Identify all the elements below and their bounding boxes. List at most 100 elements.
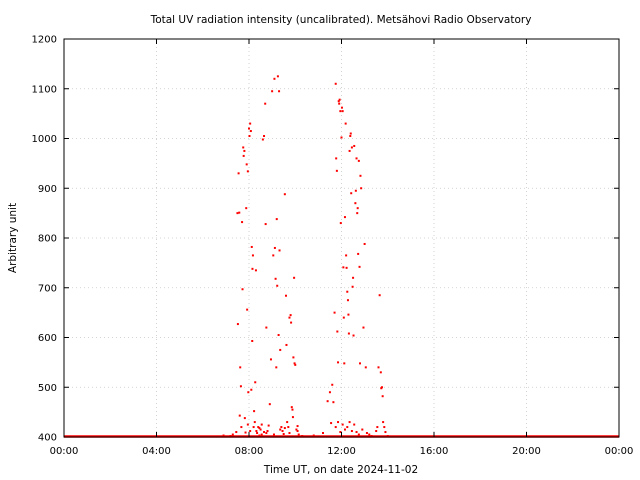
data-point bbox=[235, 431, 238, 434]
data-point bbox=[259, 428, 262, 431]
data-point bbox=[281, 430, 284, 433]
data-point bbox=[336, 330, 339, 333]
grid bbox=[64, 39, 619, 437]
data-point bbox=[380, 386, 383, 389]
data-point bbox=[378, 294, 381, 297]
data-point bbox=[361, 428, 364, 431]
data-point bbox=[293, 276, 296, 279]
x-axis-label: Time UT, on date 2024-11-02 bbox=[263, 464, 418, 476]
data-point bbox=[249, 130, 252, 133]
data-point bbox=[381, 395, 384, 398]
data-point bbox=[343, 216, 346, 219]
data-point bbox=[377, 366, 380, 369]
data-point bbox=[353, 144, 356, 147]
data-point bbox=[277, 334, 280, 337]
data-point bbox=[291, 416, 294, 419]
data-point bbox=[359, 174, 362, 177]
data-point bbox=[237, 172, 240, 175]
data-point bbox=[326, 400, 329, 403]
data-point bbox=[243, 149, 246, 152]
data-point bbox=[346, 299, 349, 302]
data-point bbox=[253, 410, 256, 413]
data-point bbox=[263, 431, 266, 434]
data-point bbox=[254, 269, 257, 272]
data-point bbox=[282, 433, 285, 436]
data-point bbox=[337, 421, 340, 424]
data-point bbox=[222, 434, 225, 437]
data-point bbox=[231, 433, 234, 436]
x-tick-label: 16:00 bbox=[420, 446, 449, 457]
data-point bbox=[242, 146, 245, 149]
data-point bbox=[345, 266, 348, 269]
data-point bbox=[360, 187, 363, 190]
data-point bbox=[241, 221, 244, 224]
data-point bbox=[264, 102, 267, 105]
data-point bbox=[294, 363, 297, 366]
data-point bbox=[365, 432, 368, 435]
data-point bbox=[268, 403, 271, 406]
data-point bbox=[293, 362, 296, 365]
data-point bbox=[382, 421, 385, 424]
data-point bbox=[357, 252, 360, 255]
y-tick-label: 1200 bbox=[32, 35, 57, 46]
data-point bbox=[350, 430, 353, 433]
data-point bbox=[249, 122, 252, 125]
data-point bbox=[287, 426, 290, 429]
data-point bbox=[261, 138, 264, 141]
data-point bbox=[274, 277, 277, 280]
data-point bbox=[297, 433, 300, 436]
data-point bbox=[244, 431, 247, 434]
axis-ticks: 00:00 04:00 08:00 12:00 16:00 20:00 00:00 400 50… bbox=[32, 35, 634, 458]
data-point bbox=[291, 408, 294, 411]
x-tick-label: 00:00 bbox=[605, 446, 634, 457]
data-point bbox=[341, 423, 344, 426]
data-point bbox=[238, 414, 241, 417]
data-point bbox=[342, 266, 345, 269]
data-point bbox=[341, 110, 344, 113]
y-tick-label: 700 bbox=[38, 283, 57, 294]
data-point bbox=[349, 132, 352, 135]
data-point bbox=[343, 362, 346, 365]
y-axis-label: Arbitrary unit bbox=[7, 203, 19, 273]
data-point bbox=[364, 366, 367, 369]
data-point bbox=[272, 433, 275, 436]
data-point bbox=[346, 426, 349, 429]
data-point bbox=[359, 362, 361, 365]
data-point bbox=[248, 135, 251, 138]
data-point bbox=[246, 423, 249, 426]
data-point bbox=[256, 432, 259, 435]
data-point bbox=[350, 146, 353, 149]
data-point bbox=[288, 432, 291, 435]
data-point bbox=[335, 169, 338, 172]
data-point bbox=[257, 426, 260, 429]
data-point bbox=[280, 426, 283, 429]
data-point bbox=[342, 316, 345, 319]
data-point bbox=[356, 212, 359, 215]
data-point bbox=[248, 127, 250, 130]
data-point bbox=[243, 417, 246, 420]
data-point bbox=[296, 430, 299, 433]
data-point bbox=[285, 343, 288, 346]
data-point bbox=[353, 423, 356, 426]
x-tick-label: 20:00 bbox=[512, 446, 541, 457]
data-point bbox=[286, 421, 289, 424]
data-point bbox=[245, 207, 248, 210]
data-point bbox=[362, 326, 365, 329]
data-point bbox=[267, 424, 270, 427]
data-point bbox=[265, 432, 268, 435]
data-point bbox=[339, 222, 342, 225]
data-point bbox=[242, 154, 245, 157]
data-point bbox=[273, 77, 276, 80]
data-point bbox=[334, 426, 337, 429]
data-point bbox=[266, 430, 269, 433]
data-point bbox=[260, 423, 263, 426]
data-point bbox=[335, 157, 338, 160]
data-point bbox=[246, 170, 249, 173]
data-point bbox=[345, 254, 348, 257]
data-point bbox=[265, 326, 268, 329]
data-point bbox=[238, 211, 241, 214]
data-point bbox=[250, 245, 253, 248]
data-point bbox=[236, 212, 239, 215]
data-point bbox=[350, 192, 353, 195]
